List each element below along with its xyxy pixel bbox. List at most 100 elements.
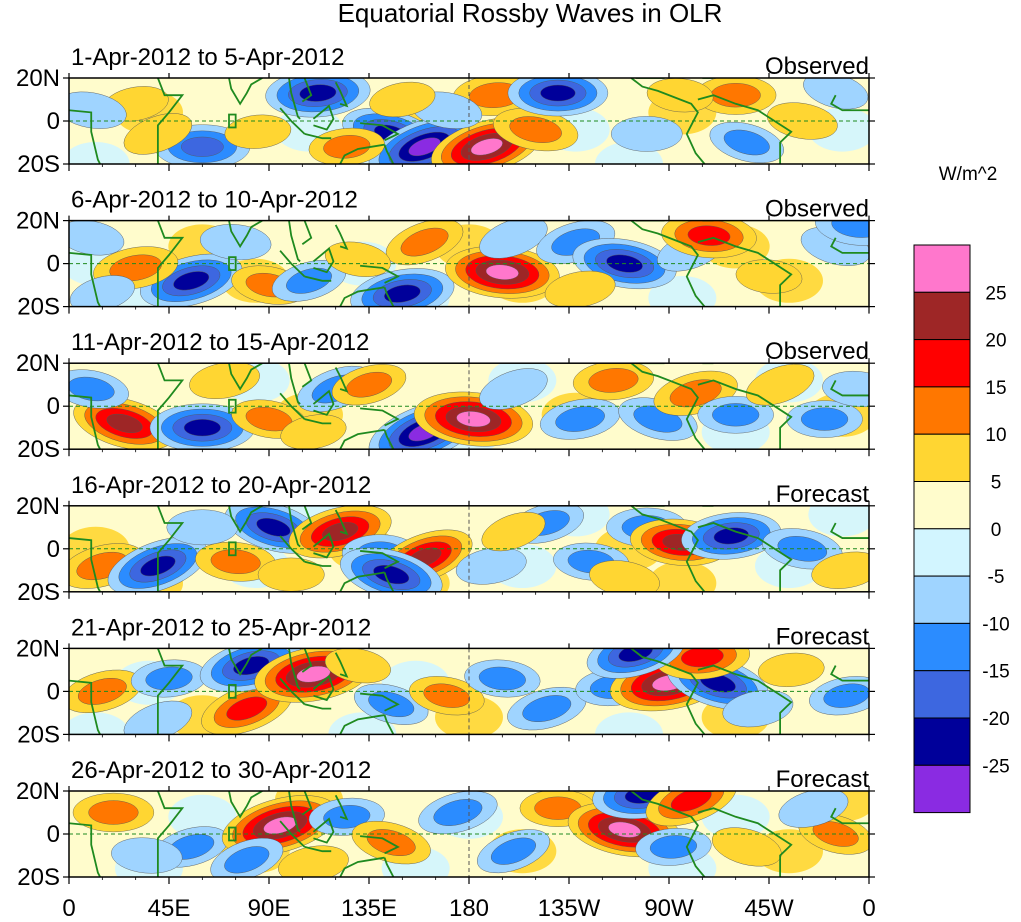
- colorbar-swatch: [913, 622, 971, 672]
- coastline: [304, 703, 332, 710]
- coastline: [630, 220, 706, 307]
- colorbar-label: -10: [982, 614, 1009, 635]
- colorbar-swatch: [913, 481, 971, 530]
- coastline: [697, 94, 793, 164]
- anomaly-negative: [709, 121, 784, 164]
- anomaly-negative: [166, 509, 239, 546]
- anomaly-positive: [224, 114, 292, 149]
- contour-level: [69, 91, 127, 129]
- contour-level: [823, 683, 869, 708]
- anomaly-negative: [199, 224, 272, 261]
- contour-level: [210, 549, 261, 574]
- colorbar-label: 0: [991, 520, 1002, 541]
- coastline: [156, 78, 185, 164]
- coastline: [288, 220, 301, 263]
- contour-level: [670, 791, 712, 812]
- y-tick-label: 20S: [17, 436, 60, 463]
- coastline: [301, 363, 313, 388]
- contour-level: [831, 220, 869, 238]
- coastline: [156, 220, 185, 307]
- field-band: [69, 142, 130, 164]
- x-tick-label: 90E: [248, 895, 291, 922]
- coastlines: [69, 78, 869, 164]
- y-tick-label: 20S: [17, 151, 60, 178]
- anomaly-positive: [409, 676, 485, 716]
- anomaly-negative: [610, 116, 683, 152]
- coastline: [301, 791, 313, 816]
- colorbar-label: 20: [985, 331, 1006, 352]
- coastline: [360, 407, 400, 427]
- anomaly-negative: [111, 837, 183, 874]
- coastline: [301, 78, 313, 103]
- anomaly-negative: [418, 791, 498, 835]
- panel-6: 20N 0 20S 26-Apr-2012 to 30-Apr-2012 Forecas…: [16, 757, 875, 891]
- colorbar-units: W/m^2: [939, 164, 998, 185]
- coastline: [630, 363, 706, 450]
- contour-level: [490, 837, 536, 865]
- contour-level: [257, 557, 325, 592]
- anomaly-positive: [572, 363, 654, 401]
- contour-level: [555, 406, 605, 432]
- anomaly-negative: [479, 368, 548, 410]
- coastline: [334, 367, 349, 393]
- coastlines: [69, 505, 869, 592]
- y-tick-label: 20N: [16, 350, 60, 377]
- coastline: [334, 652, 349, 678]
- x-tick-label: 45W: [744, 895, 794, 922]
- anomaly-positive: [493, 108, 579, 152]
- coastline: [697, 236, 793, 307]
- panel-type-label: Forecast: [776, 623, 870, 650]
- coastline: [301, 648, 313, 673]
- colorbar-label: -25: [982, 756, 1009, 777]
- coastline: [228, 363, 263, 391]
- coastline: [334, 224, 349, 251]
- anomaly-negative: [149, 403, 255, 450]
- coastline: [304, 846, 332, 853]
- coastline: [339, 571, 385, 592]
- panel-date-range: 21-Apr-2012 to 25-Apr-2012: [71, 614, 371, 641]
- anomaly-positive: [445, 245, 560, 299]
- contour-level: [323, 135, 371, 159]
- anomaly-positive: [481, 512, 546, 552]
- anomaly-positive: [385, 220, 464, 266]
- coastline: [304, 418, 332, 425]
- panel-date-range: 26-Apr-2012 to 30-Apr-2012: [71, 757, 371, 784]
- anomaly-negative: [762, 528, 843, 570]
- y-tick-label: 0: [47, 536, 60, 563]
- coastline: [360, 835, 400, 855]
- coastline: [630, 791, 706, 877]
- region-box: [228, 113, 237, 129]
- contour-level: [183, 419, 221, 437]
- region-box: [228, 398, 237, 414]
- coastlines: [69, 220, 869, 307]
- coastline: [697, 807, 793, 877]
- contour-level: [166, 509, 239, 546]
- panel-type-label: Forecast: [776, 481, 870, 508]
- anomaly-negative: [340, 547, 443, 592]
- coastline: [304, 275, 332, 282]
- anomaly-positive: [72, 792, 155, 833]
- coastline: [360, 264, 400, 284]
- coastline: [69, 822, 101, 877]
- contour-level: [540, 84, 576, 102]
- coastline: [383, 429, 395, 450]
- panel-date-range: 6-Apr-2012 to 10-Apr-2012: [71, 187, 358, 214]
- anomaly-negative: [809, 676, 869, 716]
- coastline: [339, 286, 385, 307]
- coastline: [697, 522, 793, 592]
- coastline: [697, 379, 793, 450]
- coastline: [228, 791, 263, 819]
- y-tick-label: 0: [47, 251, 60, 278]
- contour-level: [711, 827, 782, 867]
- coastline: [288, 363, 301, 405]
- y-tick-label: 20N: [16, 778, 60, 805]
- coastline: [279, 392, 306, 420]
- coastline: [288, 78, 301, 120]
- coastline: [312, 104, 335, 131]
- contour-level: [384, 284, 421, 303]
- contour-level: [145, 666, 193, 691]
- coastline: [339, 856, 385, 877]
- anomaly-positive: [735, 259, 803, 294]
